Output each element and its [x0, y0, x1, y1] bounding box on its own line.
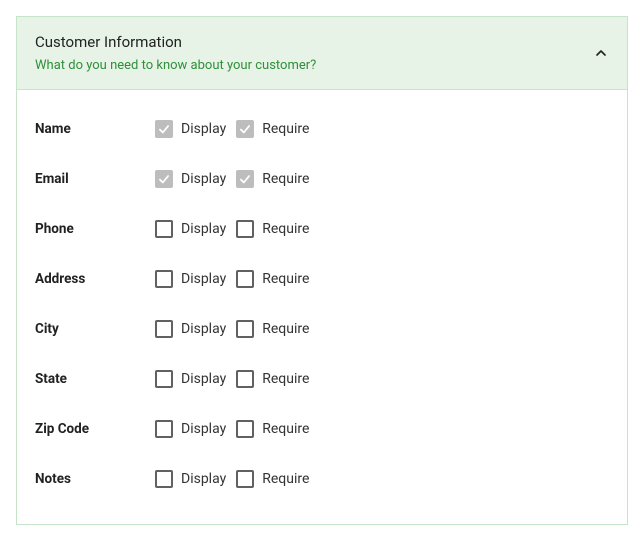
require-option-phone: Require: [236, 220, 309, 238]
display-checkbox-email: [155, 170, 173, 188]
display-checkbox-state[interactable]: [155, 370, 173, 388]
require-checkbox-state[interactable]: [236, 370, 254, 388]
field-row-address: Address Display Require: [35, 254, 609, 304]
display-label: Display: [181, 121, 226, 137]
chevron-up-icon: [593, 45, 609, 61]
require-label: Require: [262, 121, 309, 137]
require-checkbox-city[interactable]: [236, 320, 254, 338]
panel-body: NameDisplayRequireEmailDisplayRequirePho…: [17, 90, 627, 524]
display-checkbox-name: [155, 120, 173, 138]
display-checkbox-address[interactable]: [155, 270, 173, 288]
display-option-zip: Display: [155, 420, 226, 438]
display-checkbox-notes[interactable]: [155, 470, 173, 488]
panel-title: Customer Information: [35, 31, 316, 54]
require-label: Require: [262, 171, 309, 187]
field-label-zip: Zip Code: [35, 421, 155, 437]
display-option-state: Display: [155, 370, 226, 388]
customer-info-panel: Customer Information What do you need to…: [16, 16, 628, 525]
require-label: Require: [262, 271, 309, 287]
display-option-name: Display: [155, 120, 226, 138]
field-label-email: Email: [35, 171, 155, 187]
field-label-name: Name: [35, 121, 155, 137]
require-label: Require: [262, 321, 309, 337]
field-label-city: City: [35, 321, 155, 337]
field-label-address: Address: [35, 271, 155, 287]
display-option-address: Display: [155, 270, 226, 288]
display-label: Display: [181, 221, 226, 237]
field-row-city: City Display Require: [35, 304, 609, 354]
display-label: Display: [181, 421, 226, 437]
panel-subtitle: What do you need to know about your cust…: [35, 56, 316, 76]
display-label: Display: [181, 471, 226, 487]
panel-header-text: Customer Information What do you need to…: [35, 31, 316, 75]
field-row-state: State Display Require: [35, 354, 609, 404]
field-label-notes: Notes: [35, 471, 155, 487]
display-option-phone: Display: [155, 220, 226, 238]
display-label: Display: [181, 371, 226, 387]
require-checkbox-zip[interactable]: [236, 420, 254, 438]
require-option-address: Require: [236, 270, 309, 288]
field-row-name: Name Display Require: [35, 104, 609, 154]
require-option-notes: Require: [236, 470, 309, 488]
require-option-zip: Require: [236, 420, 309, 438]
display-checkbox-zip[interactable]: [155, 420, 173, 438]
require-label: Require: [262, 421, 309, 437]
display-checkbox-city[interactable]: [155, 320, 173, 338]
display-label: Display: [181, 321, 226, 337]
field-row-zip: Zip Code Display Require: [35, 404, 609, 454]
require-checkbox-email: [236, 170, 254, 188]
require-checkbox-name: [236, 120, 254, 138]
require-option-city: Require: [236, 320, 309, 338]
require-option-name: Require: [236, 120, 309, 138]
display-option-email: Display: [155, 170, 226, 188]
require-label: Require: [262, 371, 309, 387]
require-checkbox-phone[interactable]: [236, 220, 254, 238]
field-row-phone: Phone Display Require: [35, 204, 609, 254]
require-option-state: Require: [236, 370, 309, 388]
field-label-state: State: [35, 371, 155, 387]
require-label: Require: [262, 221, 309, 237]
field-row-email: Email Display Require: [35, 154, 609, 204]
require-option-email: Require: [236, 170, 309, 188]
panel-header-toggle[interactable]: Customer Information What do you need to…: [17, 17, 627, 90]
display-option-city: Display: [155, 320, 226, 338]
require-checkbox-address[interactable]: [236, 270, 254, 288]
display-label: Display: [181, 271, 226, 287]
display-label: Display: [181, 171, 226, 187]
display-option-notes: Display: [155, 470, 226, 488]
display-checkbox-phone[interactable]: [155, 220, 173, 238]
field-label-phone: Phone: [35, 221, 155, 237]
field-row-notes: Notes Display Require: [35, 454, 609, 504]
require-checkbox-notes[interactable]: [236, 470, 254, 488]
require-label: Require: [262, 471, 309, 487]
